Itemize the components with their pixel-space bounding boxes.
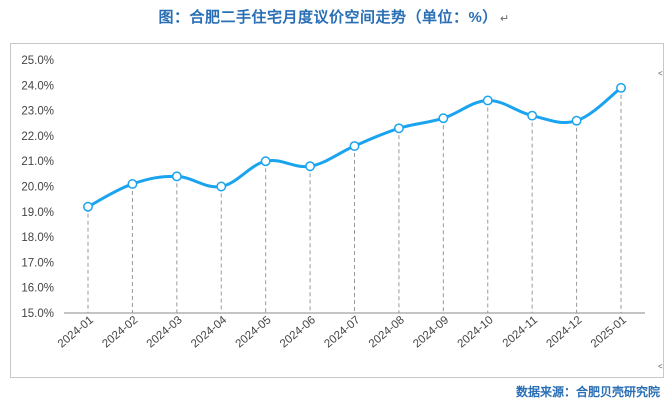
x-tick-label: 2024-11 (501, 314, 540, 350)
y-tick-label: 25.0% (21, 55, 54, 67)
data-point (527, 110, 538, 121)
x-tick-label: 2024-02 (100, 314, 140, 350)
y-tick-label: 22.0% (21, 131, 54, 143)
data-point (571, 115, 582, 126)
chart-title: 图：合肥二手住宅月度议价空间走势（单位：%） ↵ (0, 6, 668, 28)
y-tick-label: 17.0% (21, 257, 54, 269)
data-source: 数据来源：合肥贝壳研究院 (515, 385, 660, 399)
chart-frame: < < (10, 43, 664, 378)
data-point (127, 179, 138, 189)
data-point (393, 123, 404, 134)
data-point (171, 171, 182, 182)
x-tick-label: 2024-06 (278, 314, 318, 350)
return-mark-icon: ↵ (499, 13, 510, 25)
data-point (616, 82, 626, 93)
x-tick-label: 2024-05 (234, 314, 274, 350)
y-tick-label: 19.0% (21, 207, 54, 219)
x-tick-label: 2024-10 (456, 314, 496, 350)
y-tick-label: 15.0% (21, 308, 54, 320)
data-point (260, 156, 271, 167)
chart-title-text: 图：合肥二手住宅月度议价空间走势（单位：%） (158, 9, 498, 26)
y-tick-label: 18.0% (21, 232, 54, 244)
x-tick-label: 2024-08 (367, 314, 407, 350)
x-tick-label: 2024-12 (544, 314, 584, 350)
data-point (438, 113, 449, 124)
data-point (305, 161, 316, 172)
data-point (83, 201, 93, 212)
y-tick-label: 16.0% (21, 283, 54, 295)
x-tick-label: 2025-01 (589, 314, 629, 350)
x-tick-label: 2024-01 (56, 314, 96, 350)
frame-tick-top-icon: < (658, 69, 663, 78)
data-point (216, 181, 227, 192)
data-point (349, 141, 360, 151)
y-tick-label: 21.0% (21, 156, 54, 168)
y-tick-label: 23.0% (21, 106, 54, 118)
y-tick-label: 24.0% (21, 80, 54, 92)
x-tick-label: 2024-04 (189, 314, 230, 351)
y-tick-label: 20.0% (21, 182, 54, 194)
x-tick-label: 2024-07 (322, 314, 362, 350)
data-point (482, 95, 493, 106)
x-tick-label: 2024-03 (145, 314, 185, 350)
frame-tick-bottom-icon: < (658, 362, 663, 371)
x-tick-label: 2024-09 (411, 314, 451, 350)
